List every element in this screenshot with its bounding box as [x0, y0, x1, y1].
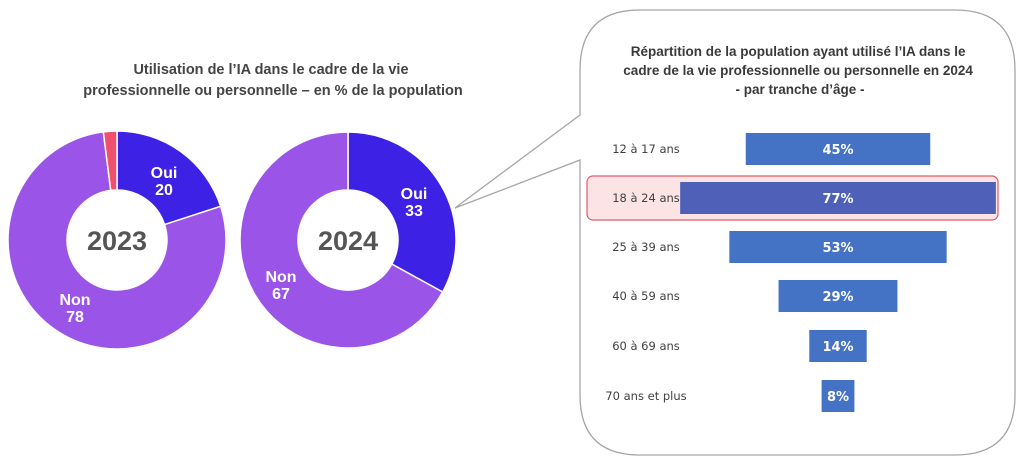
- donut-center-year-2023: 2023: [87, 226, 147, 256]
- age-bar-chart: 12 à 17 ans 45% 18 à 24 ans 77% 25 à 39 ans 5…: [586, 133, 999, 412]
- age-bar-1: [745, 133, 931, 165]
- age-category-label-5: 60 à 69 ans: [612, 339, 680, 353]
- left-title: Utilisation de l’IA dans le cadre de la …: [83, 62, 462, 99]
- donut-slice-non-2024: [239, 131, 444, 349]
- age-bar-6: [821, 380, 855, 412]
- age-bar-5: [809, 330, 867, 362]
- age-category-label-3: 25 à 39 ans: [612, 240, 680, 254]
- donut-chart-2023: Oui 20 Non 78 2023: [7, 130, 227, 350]
- donut-slice-oui-2023: [116, 130, 222, 226]
- age-category-label-2: 18 à 24 ans: [612, 191, 680, 205]
- age-bar-3: [729, 231, 947, 263]
- age-category-label-1: 12 à 17 ans: [612, 142, 680, 156]
- age-value-label-2: 77%: [822, 192, 853, 207]
- right-title-line-2: cadre de la vie professionnelle ou perso…: [623, 63, 973, 78]
- age-value-label-3: 53%: [822, 241, 853, 256]
- slice-label-non-2023: Non 78: [59, 292, 90, 326]
- left-title-line-1: Utilisation de l’IA dans le cadre de la …: [133, 62, 408, 78]
- slice-label-oui-2024: Oui 33: [401, 186, 428, 220]
- age-category-label-6: 70 ans et plus: [605, 389, 686, 403]
- age-bar-2: [680, 182, 996, 214]
- age-value-label-4: 29%: [822, 290, 853, 305]
- right-title: Répartition de la population ayant utili…: [623, 44, 976, 97]
- donut-slice-other-2023: [102, 130, 118, 192]
- slice-label-non-2024: Non 67: [265, 269, 296, 303]
- age-value-label-6: 8%: [827, 390, 849, 405]
- age-bar-4: [778, 280, 898, 312]
- age-value-label-1: 45%: [822, 143, 853, 158]
- donut-center-year-2024: 2024: [318, 226, 378, 256]
- slice-label-oui-2023: Oui 20: [151, 165, 178, 199]
- right-title-line-1: Répartition de la population ayant utili…: [631, 44, 966, 59]
- age-value-label-5: 14%: [822, 340, 853, 355]
- donut-chart-2024: Oui 33 Non 67 2024: [239, 131, 457, 349]
- age-category-label-4: 40 à 59 ans: [612, 289, 680, 303]
- donut-slice-oui-2024: [347, 131, 457, 294]
- donut-slice-non-2023: [7, 131, 227, 350]
- right-title-line-3: - par tranche d’âge -: [735, 82, 864, 97]
- left-title-line-2: professionnelle ou personnelle – en % de…: [83, 83, 462, 99]
